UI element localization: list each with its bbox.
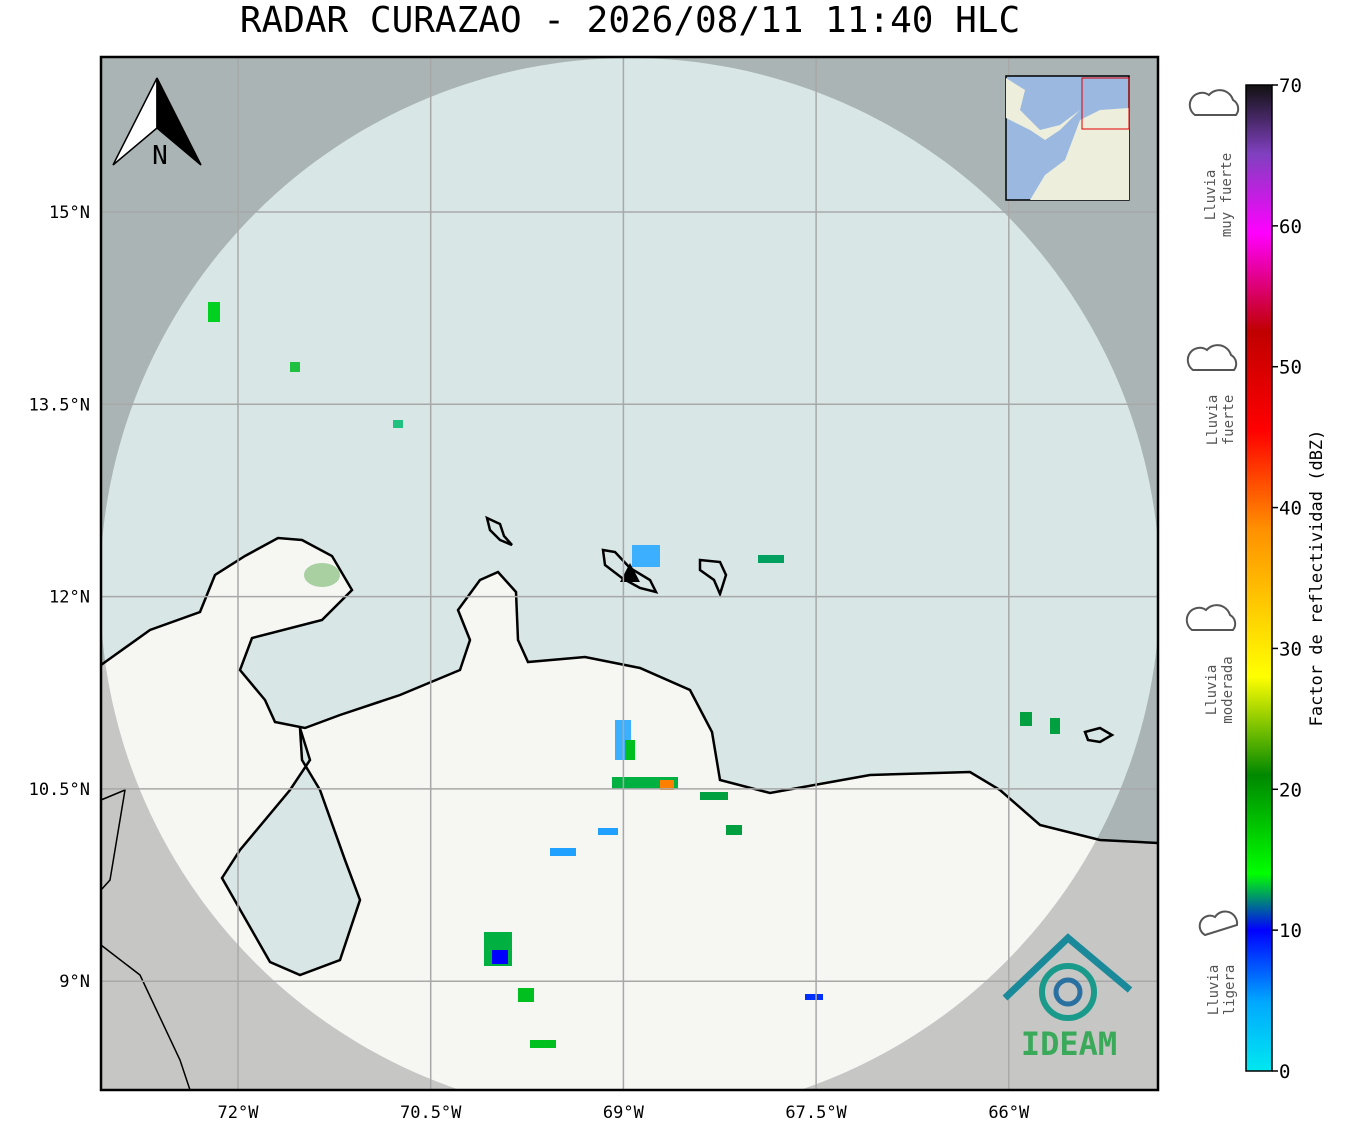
rain-level-label: Lluvia	[1206, 965, 1222, 1016]
lon-label: 70.5°W	[400, 1103, 462, 1123]
rain-level-label: ligera	[1222, 965, 1238, 1016]
title: RADAR CURAZAO - 2026/08/11 11:40 HLC	[240, 0, 1020, 41]
graticule	[101, 57, 1158, 1090]
colorbar-tick-label: 20	[1279, 779, 1302, 801]
colorbar-tick-label: 60	[1279, 216, 1302, 238]
rain-level-label: muy fuerte	[1219, 153, 1235, 237]
logo: IDEAM	[1002, 933, 1133, 1063]
radar-echoes	[208, 302, 1060, 1048]
north-label: N	[152, 141, 168, 171]
colorbar-tick-label: 50	[1279, 357, 1302, 379]
colorbar-tick-label: 70	[1279, 75, 1302, 97]
lon-label: 72°W	[218, 1103, 260, 1123]
rain-level-label: Lluvia	[1204, 665, 1220, 716]
lat-label: 9°N	[59, 972, 90, 992]
lon-label: 66°W	[988, 1103, 1030, 1123]
logo-text: IDEAM	[1021, 1025, 1117, 1063]
colorbar-tick-label: 0	[1279, 1061, 1290, 1083]
map: N IDEAM	[101, 57, 1158, 1090]
colorbar-tick-label: 30	[1279, 638, 1302, 660]
rain-level-label: moderada	[1220, 656, 1236, 723]
lat-label: 10.5°N	[29, 780, 90, 800]
lat-label: 13.5°N	[29, 395, 90, 415]
colorbar-tick-label: 40	[1279, 498, 1302, 520]
colorbar-label: Factor de reflectividad (dBZ)	[1307, 430, 1327, 727]
rain-level-label: Lluvia	[1203, 170, 1219, 221]
colorbar-tick-label: 10	[1279, 920, 1302, 942]
colorbar-ticks: 0 10 20 30 40 50 60 70	[1272, 75, 1302, 1083]
axis-labels: 15°N 13.5°N 12°N 10.5°N 9°N 72°W 70.5°W 69°W 67.…	[29, 203, 1030, 1123]
rain-level-label: Lluvia	[1205, 395, 1221, 446]
lon-label: 69°W	[603, 1103, 645, 1123]
inset-map	[1005, 75, 1130, 201]
colorbar	[1245, 84, 1273, 1072]
lat-label: 12°N	[49, 588, 90, 608]
lon-label: 67.5°W	[785, 1103, 847, 1123]
lat-label: 15°N	[49, 203, 90, 223]
north-arrow: N	[112, 77, 202, 171]
rain-level-label: fuerte	[1221, 395, 1237, 446]
